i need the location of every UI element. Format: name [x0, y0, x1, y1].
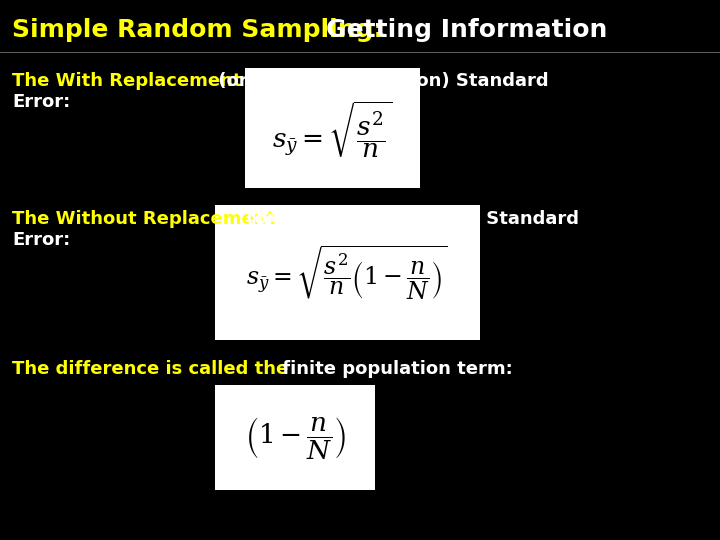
Text: $s_{\bar{y}} = \sqrt{\dfrac{s^2}{n}}$: $s_{\bar{y}} = \sqrt{\dfrac{s^2}{n}}$ [272, 99, 392, 161]
Text: Getting Information: Getting Information [326, 18, 608, 42]
Text: The difference is called the: The difference is called the [12, 360, 288, 378]
Text: (or finite population N) Standard: (or finite population N) Standard [240, 210, 579, 228]
Text: finite population term:: finite population term: [276, 360, 513, 378]
Text: $\left(1 - \dfrac{n}{N}\right)$: $\left(1 - \dfrac{n}{N}\right)$ [245, 415, 346, 461]
FancyBboxPatch shape [245, 68, 420, 188]
Text: Simple Random Sampling:: Simple Random Sampling: [12, 18, 401, 42]
Text: Error:: Error: [12, 231, 71, 249]
Text: The With Replacement: The With Replacement [12, 72, 241, 90]
FancyBboxPatch shape [215, 205, 480, 340]
Text: Error:: Error: [12, 93, 71, 111]
Text: (or infinite population) Standard: (or infinite population) Standard [212, 72, 549, 90]
Text: $s_{\bar{y}} = \sqrt{\dfrac{s^2}{n}\left(1 - \dfrac{n}{N}\right)}$: $s_{\bar{y}} = \sqrt{\dfrac{s^2}{n}\left… [246, 244, 448, 302]
Text: The Without Replacement: The Without Replacement [12, 210, 275, 228]
FancyBboxPatch shape [215, 385, 375, 490]
